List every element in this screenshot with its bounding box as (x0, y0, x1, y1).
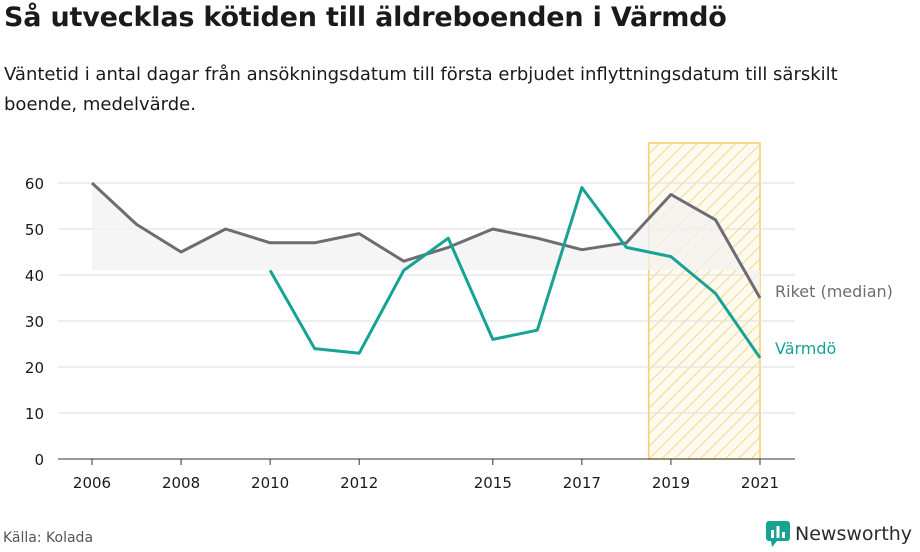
x-tick-label: 2010 (251, 474, 289, 492)
series-line-varmdo (268, 186, 762, 359)
y-tick-label: 0 (34, 451, 44, 469)
brand-name: Newsworthy (795, 523, 913, 545)
y-tick-label: 20 (25, 359, 44, 377)
series-label-varmdo: Värmdö (775, 339, 836, 358)
series-label-riket: Riket (median) (775, 282, 893, 301)
x-tick-label: 2012 (340, 474, 378, 492)
y-tick-label: 10 (25, 405, 44, 423)
source-note: Källa: Kolada (3, 530, 94, 546)
riket-area (92, 183, 760, 298)
line-chart: 0 10 20 30 40 50 60 2006 2008 2010 2012 2015 2017 201… (25, 142, 893, 492)
x-tick-label: 2019 (652, 474, 690, 492)
x-tick-label: 2008 (162, 474, 200, 492)
chart-subtitle: Väntetid i antal dagar från ansökningsda… (4, 64, 838, 115)
x-tick-label: 2015 (474, 474, 512, 492)
y-tick-label: 50 (25, 221, 44, 239)
y-tick-label: 60 (25, 175, 44, 193)
brand-logo: Newsworthy (765, 520, 912, 548)
chart-title: Så utvecklas kötiden till äldreboenden i… (4, 2, 727, 33)
y-tick-label: 40 (25, 267, 44, 285)
y-tick-label: 30 (25, 313, 44, 331)
newsworthy-logo-icon (766, 521, 790, 547)
highlight-range (647, 142, 761, 460)
x-tick-label: 2006 (73, 474, 111, 492)
x-tick-label: 2017 (563, 474, 601, 492)
x-tick-label: 2021 (741, 474, 779, 492)
